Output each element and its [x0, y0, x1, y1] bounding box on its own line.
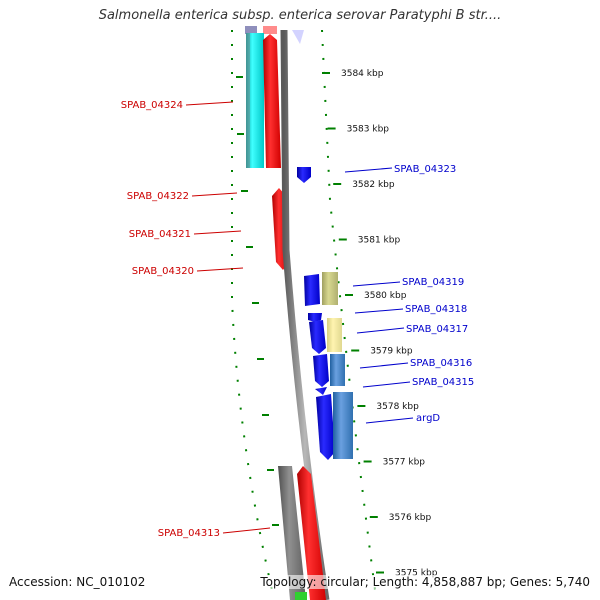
gene-green-stub: [295, 592, 307, 600]
left-tick-marks: [236, 76, 279, 526]
gene-label-spab-04321[interactable]: SPAB_04321: [129, 229, 191, 240]
gene-label-spab-04316[interactable]: SPAB_04316: [410, 358, 472, 369]
gene-label-spab-04319[interactable]: SPAB_04319: [402, 277, 464, 288]
topology-label: Topology: circular; Length: 4,858,887 bp…: [260, 575, 590, 589]
gene-spab-04316: [313, 354, 329, 387]
top-feature-red: [263, 26, 277, 34]
scale-ticks: 3584 kbp 3583 kbp 3582 kbp 3581 kbp 3580 kbp…: [322, 69, 438, 579]
gene-spab-04313: [297, 466, 326, 600]
gene-label-spab-04324[interactable]: SPAB_04324: [121, 100, 183, 111]
outer-dotted-ring: [321, 29, 376, 591]
gene-khaki-1: [322, 272, 338, 305]
gene-label-spab-04322[interactable]: SPAB_04322: [127, 191, 189, 202]
top-feature-purple: [245, 26, 257, 34]
gene-spab-04324: [263, 34, 281, 168]
gene-argd: [316, 394, 335, 460]
gene-label-spab-04315[interactable]: SPAB_04315: [412, 377, 474, 388]
scale-tick-label: 3580 kbp: [364, 291, 407, 301]
gene-spab-04317: [309, 320, 326, 354]
genome-title: Salmonella enterica subsp. enterica sero…: [98, 8, 502, 23]
gene-label-argd[interactable]: argD: [416, 413, 440, 424]
gene-steel-1: [330, 354, 345, 386]
right-gene-labels: SPAB_04323 SPAB_04319 SPAB_04318 SPAB_04…: [344, 164, 474, 424]
gene-cyan-edge: [246, 33, 250, 168]
scale-tick-label: 3579 kbp: [370, 347, 413, 357]
gene-label-spab-04317[interactable]: SPAB_04317: [406, 324, 468, 335]
scale-tick-label: 3584 kbp: [341, 69, 384, 79]
scale-tick-label: 3577 kbp: [383, 458, 426, 468]
gene-spab-04323: [297, 167, 311, 183]
gene-yellow-1: [327, 318, 342, 352]
scale-tick-label: 3581 kbp: [358, 236, 401, 246]
gene-cyan-block: [246, 33, 264, 168]
gene-spab-04319: [304, 274, 320, 306]
scale-tick-label: 3582 kbp: [352, 180, 395, 190]
gene-spab-04315: [315, 387, 327, 395]
gene-label-spab-04323[interactable]: SPAB_04323: [394, 164, 456, 175]
top-feature-lavender: [292, 30, 304, 44]
scale-tick-label: 3583 kbp: [347, 125, 390, 135]
gene-spab-04318: [308, 313, 322, 322]
gene-label-spab-04313[interactable]: SPAB_04313: [158, 528, 220, 539]
left-gene-labels: SPAB_04324 SPAB_04322 SPAB_04321 SPAB_04…: [121, 100, 271, 539]
gene-gray-block: [278, 466, 306, 600]
gene-label-spab-04320[interactable]: SPAB_04320: [132, 266, 194, 277]
scale-tick-label: 3575 kbp: [395, 569, 438, 579]
scale-tick-label: 3578 kbp: [376, 402, 419, 412]
accession-label: Accession: NC_010102: [9, 575, 146, 589]
gene-steel-2: [333, 392, 353, 459]
scale-tick-label: 3576 kbp: [389, 513, 432, 523]
gene-label-spab-04318[interactable]: SPAB_04318: [405, 304, 467, 315]
